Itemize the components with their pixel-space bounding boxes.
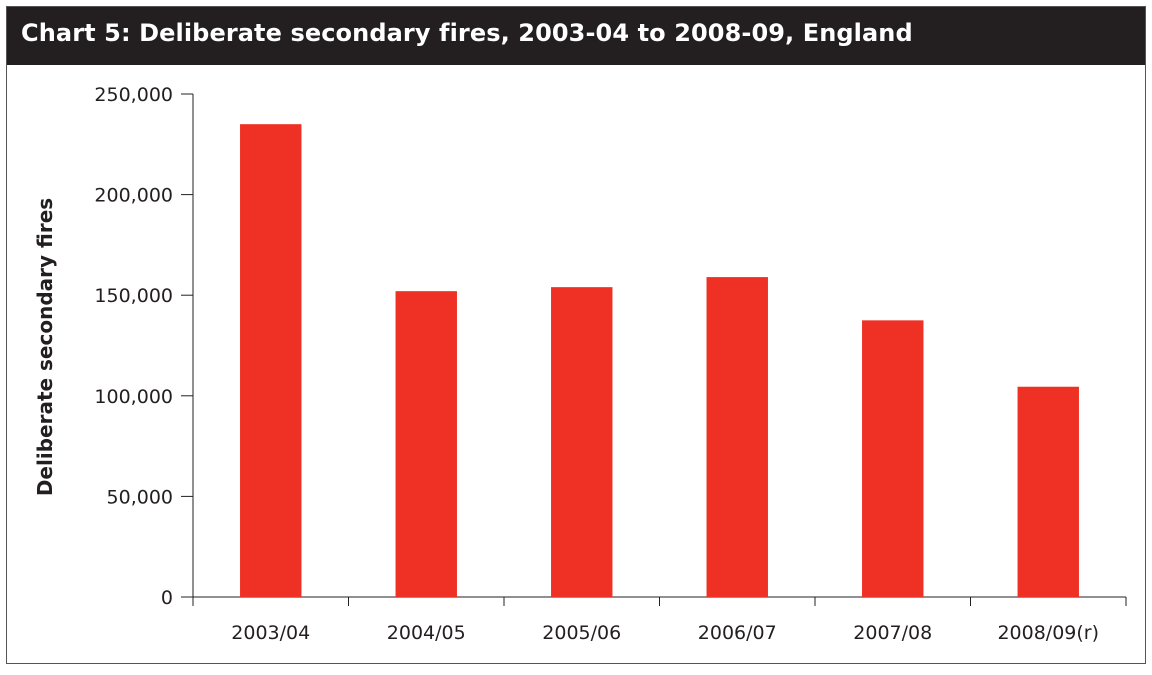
chart-title: Chart 5: Deliberate secondary fires, 200… [21,19,913,47]
x-tick-label: 2006/07 [698,622,777,644]
x-tick-label: 2007/08 [853,622,932,644]
y-tick-label: 0 [161,587,173,609]
y-tick-label: 50,000 [107,486,173,508]
bar [1017,386,1079,597]
bars [240,124,1079,598]
y-tick-label: 200,000 [94,185,173,207]
x-tick-label: 2003/04 [231,622,310,644]
x-tick-label: 2005/06 [542,622,621,644]
y-tick-label: 100,000 [94,386,173,408]
y-axis: 0 50,000 100,000 150,000 200,000 250,000 [94,84,194,609]
y-tick-label: 250,000 [94,84,173,106]
y-tick-label: 150,000 [94,285,173,307]
x-axis: 2003/04 2004/05 2005/06 2006/07 2007/08 2008/… [192,596,1127,644]
bar [706,277,768,597]
x-tick-label: 2008/09(r) [997,622,1099,644]
bar [395,291,457,597]
x-tick-label: 2004/05 [387,622,466,644]
bar [862,320,924,597]
bar [551,287,613,597]
title-bar: Chart 5: Deliberate secondary fires, 200… [7,7,1145,65]
bar [240,124,302,598]
y-axis-title: Deliberate secondary fires [33,198,57,496]
